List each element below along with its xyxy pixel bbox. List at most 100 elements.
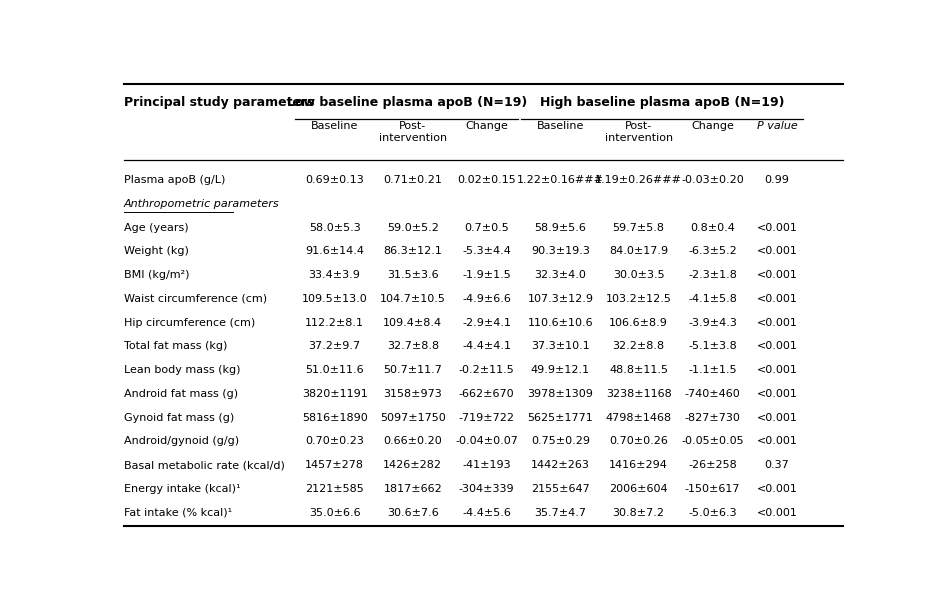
Text: -26±258: -26±258 xyxy=(688,460,736,470)
Text: <0.001: <0.001 xyxy=(756,341,798,352)
Text: 0.02±0.15: 0.02±0.15 xyxy=(457,175,516,185)
Text: 2006±604: 2006±604 xyxy=(609,484,668,494)
Text: 3238±1168: 3238±1168 xyxy=(605,389,671,399)
Text: -1.1±1.5: -1.1±1.5 xyxy=(688,365,736,375)
Text: Gynoid fat mass (g): Gynoid fat mass (g) xyxy=(124,412,234,423)
Text: 1.19±0.26###: 1.19±0.26### xyxy=(595,175,682,185)
Text: 5625±1771: 5625±1771 xyxy=(527,412,593,423)
Text: 0.71±0.21: 0.71±0.21 xyxy=(383,175,442,185)
Text: <0.001: <0.001 xyxy=(756,436,798,446)
Text: 0.37: 0.37 xyxy=(765,460,789,470)
Text: 35.0±6.6: 35.0±6.6 xyxy=(308,507,360,518)
Text: Post-
intervention: Post- intervention xyxy=(604,121,672,143)
Text: -719±722: -719±722 xyxy=(458,412,515,423)
Text: -0.05±0.05: -0.05±0.05 xyxy=(681,436,744,446)
Text: Total fat mass (kg): Total fat mass (kg) xyxy=(124,341,227,352)
Text: Fat intake (% kcal)¹: Fat intake (% kcal)¹ xyxy=(124,507,232,518)
Text: 32.2±8.8: 32.2±8.8 xyxy=(613,341,665,352)
Text: -0.04±0.07: -0.04±0.07 xyxy=(455,436,518,446)
Text: 91.6±14.4: 91.6±14.4 xyxy=(306,246,364,256)
Text: -1.9±1.5: -1.9±1.5 xyxy=(462,270,511,280)
Text: 32.3±4.0: 32.3±4.0 xyxy=(535,270,587,280)
Text: 48.8±11.5: 48.8±11.5 xyxy=(609,365,668,375)
Text: 0.75±0.29: 0.75±0.29 xyxy=(531,436,590,446)
Text: Principal study parameters: Principal study parameters xyxy=(124,96,314,109)
Text: Baseline: Baseline xyxy=(311,121,358,131)
Text: 84.0±17.9: 84.0±17.9 xyxy=(609,246,669,256)
Text: -4.4±5.6: -4.4±5.6 xyxy=(462,507,511,518)
Text: -827±730: -827±730 xyxy=(685,412,740,423)
Text: 37.3±10.1: 37.3±10.1 xyxy=(531,341,589,352)
Text: 59.0±5.2: 59.0±5.2 xyxy=(387,223,438,233)
Text: <0.001: <0.001 xyxy=(756,270,798,280)
Text: 106.6±8.9: 106.6±8.9 xyxy=(609,318,668,327)
Text: -6.3±5.2: -6.3±5.2 xyxy=(688,246,736,256)
Text: 112.2±8.1: 112.2±8.1 xyxy=(306,318,364,327)
Text: Basal metabolic rate (kcal/d): Basal metabolic rate (kcal/d) xyxy=(124,460,285,470)
Text: Low baseline plasma apoB (N=19): Low baseline plasma apoB (N=19) xyxy=(287,96,527,109)
Text: -4.1±5.8: -4.1±5.8 xyxy=(688,294,736,304)
Text: 3978±1309: 3978±1309 xyxy=(527,389,593,399)
Text: -150±617: -150±617 xyxy=(685,484,740,494)
Text: <0.001: <0.001 xyxy=(756,294,798,304)
Text: 49.9±12.1: 49.9±12.1 xyxy=(531,365,590,375)
Text: -5.3±4.4: -5.3±4.4 xyxy=(462,246,511,256)
Text: 35.7±4.7: 35.7±4.7 xyxy=(535,507,587,518)
Text: Energy intake (kcal)¹: Energy intake (kcal)¹ xyxy=(124,484,240,494)
Text: -4.4±4.1: -4.4±4.1 xyxy=(462,341,511,352)
Text: Waist circumference (cm): Waist circumference (cm) xyxy=(124,294,267,304)
Text: 3158±973: 3158±973 xyxy=(384,389,442,399)
Text: 2121±585: 2121±585 xyxy=(306,484,364,494)
Text: <0.001: <0.001 xyxy=(756,389,798,399)
Text: 58.9±5.6: 58.9±5.6 xyxy=(535,223,587,233)
Text: Baseline: Baseline xyxy=(537,121,584,131)
Text: 0.70±0.23: 0.70±0.23 xyxy=(306,436,364,446)
Text: 107.3±12.9: 107.3±12.9 xyxy=(527,294,593,304)
Text: 0.7±0.5: 0.7±0.5 xyxy=(464,223,509,233)
Text: <0.001: <0.001 xyxy=(756,318,798,327)
Text: 30.0±3.5: 30.0±3.5 xyxy=(613,270,665,280)
Text: -3.9±4.3: -3.9±4.3 xyxy=(688,318,736,327)
Text: 5816±1890: 5816±1890 xyxy=(302,412,368,423)
Text: 110.6±10.6: 110.6±10.6 xyxy=(527,318,593,327)
Text: 109.5±13.0: 109.5±13.0 xyxy=(302,294,368,304)
Text: 4798±1468: 4798±1468 xyxy=(605,412,671,423)
Text: 50.7±11.7: 50.7±11.7 xyxy=(383,365,442,375)
Text: 0.69±0.13: 0.69±0.13 xyxy=(306,175,364,185)
Text: Android fat mass (g): Android fat mass (g) xyxy=(124,389,238,399)
Text: 32.7±8.8: 32.7±8.8 xyxy=(387,341,438,352)
Text: Plasma apoB (g/L): Plasma apoB (g/L) xyxy=(124,175,225,185)
Text: <0.001: <0.001 xyxy=(756,484,798,494)
Text: 109.4±8.4: 109.4±8.4 xyxy=(383,318,442,327)
Text: Hip circumference (cm): Hip circumference (cm) xyxy=(124,318,255,327)
Text: P value: P value xyxy=(756,121,798,131)
Text: <0.001: <0.001 xyxy=(756,507,798,518)
Text: Post-
intervention: Post- intervention xyxy=(379,121,447,143)
Text: 86.3±12.1: 86.3±12.1 xyxy=(383,246,442,256)
Text: -2.9±4.1: -2.9±4.1 xyxy=(462,318,511,327)
Text: -5.0±6.3: -5.0±6.3 xyxy=(688,507,736,518)
Text: Change: Change xyxy=(465,121,508,131)
Text: <0.001: <0.001 xyxy=(756,412,798,423)
Text: -662±670: -662±670 xyxy=(458,389,514,399)
Text: <0.001: <0.001 xyxy=(756,246,798,256)
Text: 37.2±9.7: 37.2±9.7 xyxy=(308,341,360,352)
Text: -5.1±3.8: -5.1±3.8 xyxy=(688,341,736,352)
Text: 0.99: 0.99 xyxy=(765,175,789,185)
Text: 1.22±0.16###: 1.22±0.16### xyxy=(517,175,604,185)
Text: -0.2±11.5: -0.2±11.5 xyxy=(458,365,515,375)
Text: 1426±282: 1426±282 xyxy=(383,460,442,470)
Text: 58.0±5.3: 58.0±5.3 xyxy=(308,223,360,233)
Text: Lean body mass (kg): Lean body mass (kg) xyxy=(124,365,240,375)
Text: <0.001: <0.001 xyxy=(756,223,798,233)
Text: 59.7±5.8: 59.7±5.8 xyxy=(613,223,665,233)
Text: 5097±1750: 5097±1750 xyxy=(380,412,446,423)
Text: Change: Change xyxy=(691,121,734,131)
Text: 1442±263: 1442±263 xyxy=(531,460,589,470)
Text: 90.3±19.3: 90.3±19.3 xyxy=(531,246,589,256)
Text: 33.4±3.9: 33.4±3.9 xyxy=(308,270,360,280)
Text: 0.8±0.4: 0.8±0.4 xyxy=(690,223,735,233)
Text: 1817±662: 1817±662 xyxy=(384,484,442,494)
Text: Weight (kg): Weight (kg) xyxy=(124,246,189,256)
Text: 104.7±10.5: 104.7±10.5 xyxy=(380,294,446,304)
